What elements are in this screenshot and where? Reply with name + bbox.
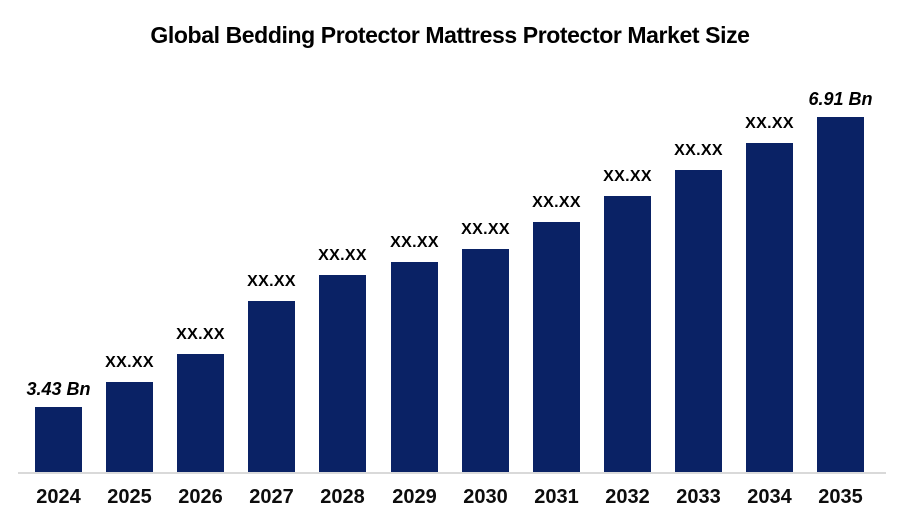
bar: [106, 382, 153, 472]
x-axis-line: [18, 472, 886, 474]
bar-value-label: XX.XX: [318, 247, 367, 264]
bar-value-label: 3.43 Bn: [26, 379, 91, 399]
bar: [817, 117, 864, 472]
x-axis-tick-label: 2027: [249, 486, 294, 508]
bar-value-label: XX.XX: [461, 221, 510, 238]
x-axis-tick-label: 2026: [178, 486, 223, 508]
x-axis-tick-label: 2030: [463, 486, 508, 508]
x-axis-tick-label: 2024: [36, 486, 81, 508]
bar: [177, 354, 224, 472]
bar-value-label: XX.XX: [603, 168, 652, 185]
bar-value-label: XX.XX: [674, 142, 723, 159]
chart-title: Global Bedding Protector Mattress Protec…: [150, 22, 750, 48]
bar: [319, 275, 366, 472]
x-axis-tick-label: 2031: [534, 486, 579, 508]
x-axis-tick-label: 2029: [392, 486, 437, 508]
bar: [746, 143, 793, 472]
bar-value-label: XX.XX: [390, 234, 439, 251]
bar: [675, 170, 722, 472]
bar-value-label: XX.XX: [532, 194, 581, 211]
x-axis-tick-label: 2033: [676, 486, 721, 508]
bar: [391, 262, 438, 472]
bar-value-label: XX.XX: [176, 326, 225, 343]
bar: [35, 407, 82, 472]
x-axis-tick-label: 2034: [747, 486, 792, 508]
bar-value-label: XX.XX: [745, 115, 794, 132]
bar-value-label: 6.91 Bn: [808, 89, 873, 109]
bar: [533, 222, 580, 472]
x-axis-tick-label: 2028: [320, 486, 365, 508]
bar-value-label: XX.XX: [247, 273, 296, 290]
bar: [604, 196, 651, 472]
bar-value-label: XX.XX: [105, 354, 154, 371]
x-axis-tick-label: 2032: [605, 486, 650, 508]
bar: [462, 249, 509, 472]
x-axis-tick-label: 2025: [107, 486, 152, 508]
bar: [248, 301, 295, 472]
x-axis-tick-label: 2035: [818, 486, 863, 508]
